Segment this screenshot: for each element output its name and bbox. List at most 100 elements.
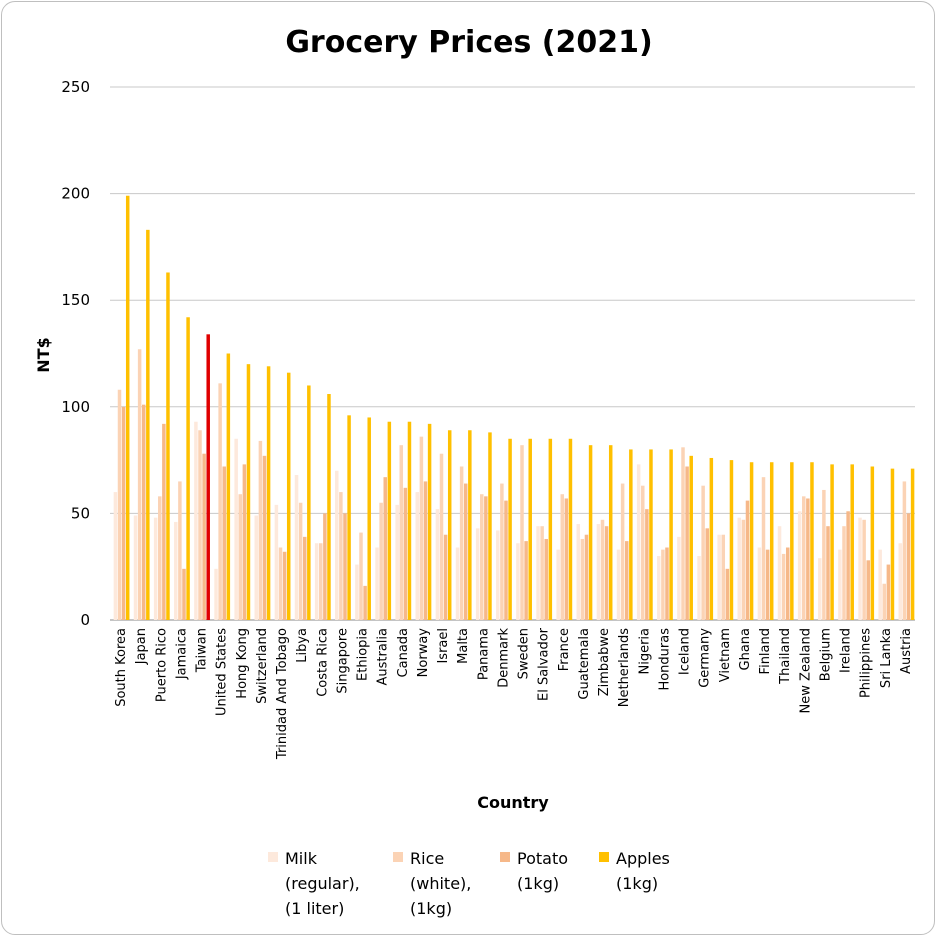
x-tick-label: Ireland [839,628,854,673]
bar [681,447,685,620]
bar [158,496,162,620]
bar [882,583,887,620]
bar [323,513,327,620]
bar [419,436,424,620]
bar [222,466,226,620]
bar [729,460,734,620]
x-tick-label: United States [215,628,230,716]
legend-swatch [599,852,609,862]
bar [117,389,122,620]
bar [870,466,875,620]
x-tick-label: Zimbabwe [597,628,612,696]
bar [178,481,182,620]
x-tick-label: Honduras [657,628,672,691]
bar [443,534,448,620]
x-tick-label: Japan [134,628,149,665]
bar [641,485,645,620]
bar [403,487,408,620]
x-tick-label: Iceland [678,628,693,675]
bar [307,385,311,620]
x-tick-label: Australia [376,628,391,686]
legend-swatch [500,852,510,862]
bar [314,543,319,620]
bar [363,585,367,620]
bar [588,445,593,620]
bar [274,504,279,620]
bar [564,498,569,620]
bar [343,513,347,620]
y-tick-label: 150 [61,291,90,309]
bar [166,272,170,620]
legend-swatch [268,852,278,862]
bar [206,334,210,620]
bar [496,530,500,620]
x-tick-label: Thailand [778,628,793,685]
bar [198,430,202,620]
bar [701,485,705,620]
bar [620,483,625,620]
bar [262,455,267,620]
bar [862,519,866,620]
x-tick-label: Libya [295,628,310,663]
bar [677,536,681,620]
bar [906,513,911,620]
bar [705,528,709,620]
legend-label: (1 liter) [285,899,344,918]
legend-label: (white), [410,874,471,893]
x-tick-label: Trinidad And Tobago [275,628,290,760]
bar [423,481,428,620]
bar [383,477,387,620]
bar [484,496,488,620]
x-tick-label: Guatemala [577,628,592,700]
legend: Milk (regular), (1 liter) Rice (white), (1kg)… [268,849,670,918]
bar [548,438,553,620]
bar [838,549,842,620]
bar [910,468,915,620]
bar [886,564,891,620]
bar [544,538,548,620]
x-tick-label: Nigeria [637,628,652,675]
bar [516,543,520,620]
bar [234,438,238,620]
bar [878,549,882,620]
bar [741,519,746,620]
bar [608,445,613,620]
y-tick-label: 50 [71,504,90,522]
bar [790,462,794,620]
bar [818,558,822,620]
x-tick-label: Jamaica [174,628,189,680]
bar [113,492,118,620]
x-tick-label: Belgium [818,628,833,681]
legend-label: Potato [517,849,568,868]
bar [427,423,432,620]
bar [580,538,585,620]
bar [785,547,790,620]
x-tick-label: Israel [436,628,451,664]
x-tick-label: Ghana [738,628,753,671]
bar [475,528,480,620]
bar [379,502,383,620]
legend-label: (1kg) [410,899,452,918]
x-tick-label: Panama [476,628,491,680]
x-tick-label: Finland [758,628,773,674]
x-tick-label: France [557,628,572,671]
bar [266,366,271,620]
bar [624,541,629,620]
bar [238,494,243,620]
bar [387,421,392,620]
x-tick-label: Puerto Rico [154,628,169,702]
bar [141,404,146,620]
legend-label: Apples [616,849,670,868]
x-tick-label: Hong Kong [235,628,250,699]
bar [697,556,701,620]
bar [435,509,440,620]
x-tick-label: Canada [396,628,411,677]
bar [850,464,854,620]
legend-label: (regular), [285,874,360,893]
x-tick-label: Singapore [335,628,350,694]
bar [488,432,492,620]
bar [415,492,420,620]
y-tick-label: 200 [61,185,90,203]
bar [866,560,870,620]
bar [319,543,323,620]
